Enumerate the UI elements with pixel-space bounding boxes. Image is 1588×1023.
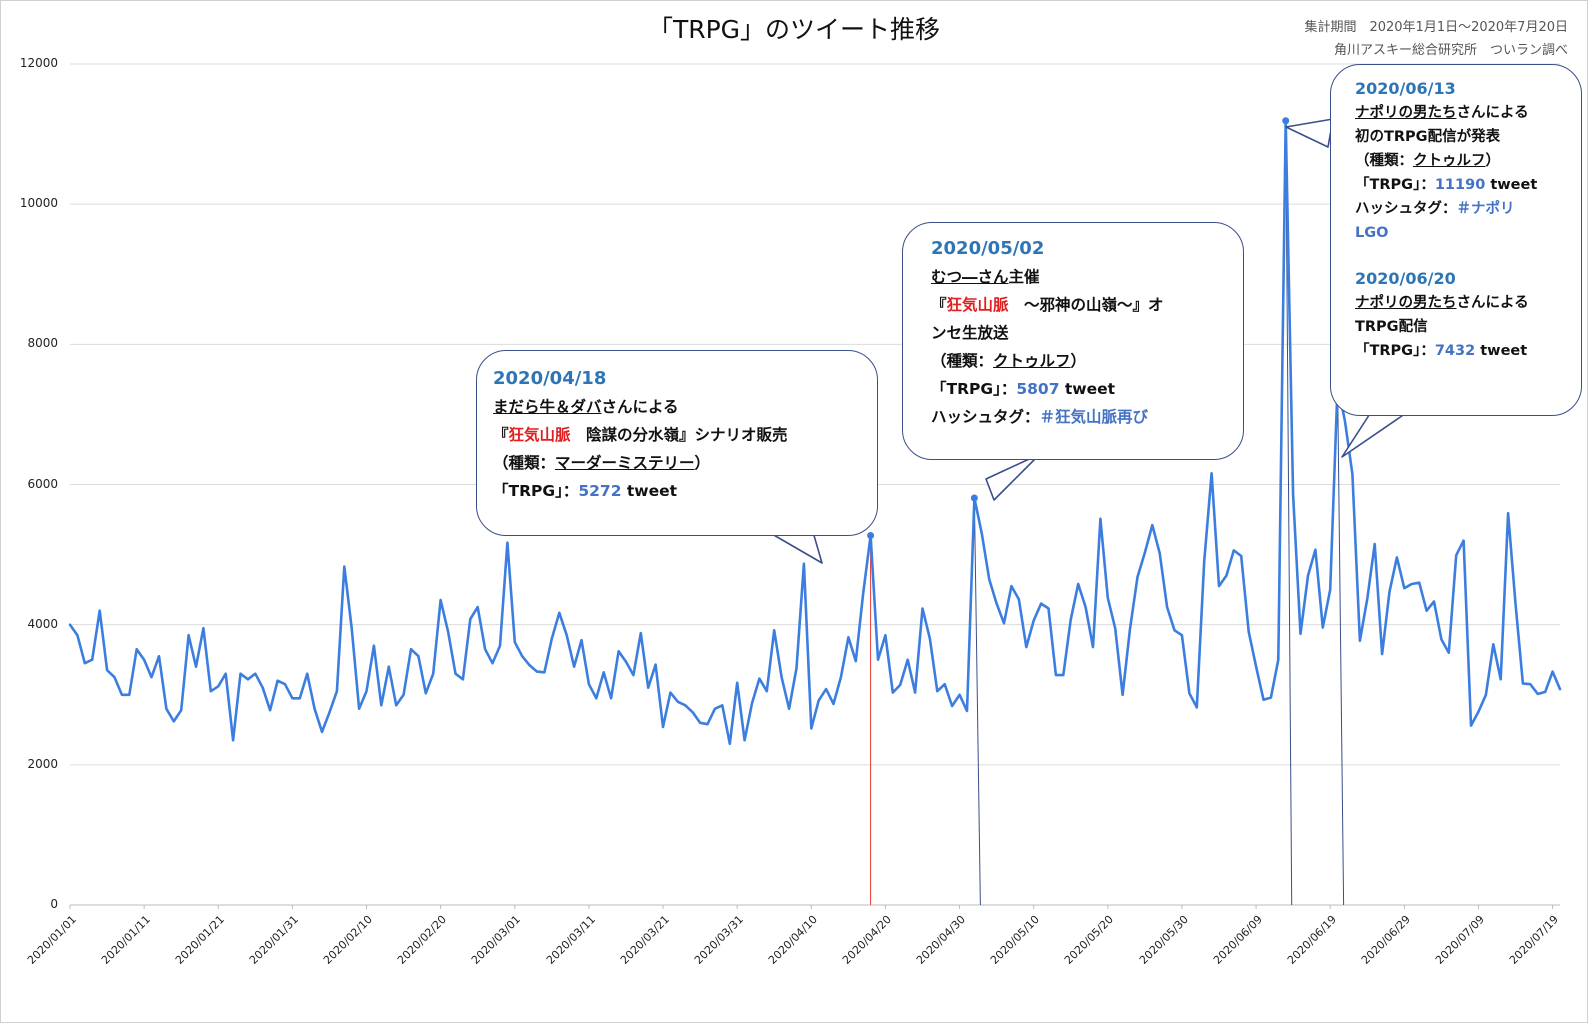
callout-text: 狂気山脈 (946, 296, 1009, 314)
callout-text: 陰謀の分水嶺』シナリオ販売 (570, 426, 788, 444)
callout-text: （種類： (1355, 153, 1413, 169)
y-tick-label: 0 (50, 897, 58, 911)
callout-text: （種類： (931, 352, 994, 370)
event-marker-line (973, 498, 981, 906)
callout-tail-apr18 (771, 531, 823, 564)
callout-text: ～邪神の山嶺～』オ (1008, 296, 1164, 314)
y-tick-label: 10000 (19, 196, 58, 211)
y-tick-label: 8000 (27, 336, 58, 351)
callout-date: 2020/06/13 (1355, 79, 1456, 98)
highlight-point (1282, 117, 1290, 125)
callout-tail-jun20 (1341, 408, 1413, 458)
y-tick-label: 12000 (19, 56, 58, 70)
callout-value: 5807 (1016, 380, 1060, 398)
callout-text: 「TRPG」： (1355, 343, 1435, 359)
callout-text: ） (1485, 153, 1501, 169)
callout-text: ハッシュタグ： (931, 408, 1040, 426)
series-line (68, 119, 1562, 746)
chart-title: 「TRPG」のツイート推移 (647, 15, 941, 44)
callout-text: 初のTRPG配信が発表 (1355, 129, 1501, 145)
callout-text: 『 (931, 296, 947, 314)
callout-text: tweet (1475, 343, 1528, 359)
callout-text: ハッシュタグ： (1355, 201, 1457, 217)
callout-text: TRPG配信 (1355, 319, 1428, 335)
callout-text: 主催 (1008, 268, 1040, 286)
callout-text: tweet (1059, 380, 1116, 398)
callout-value: 5272 (578, 482, 622, 500)
callout-text: まだら牛＆ダバ (493, 398, 602, 416)
callout-text: さんによる (601, 398, 679, 416)
callout-date: 2020/06/20 (1355, 269, 1456, 288)
callout-text: 「TRPG」： (493, 482, 579, 500)
callout-text: ナポリの男たち (1355, 105, 1457, 121)
callout-hashtag: ＃ナポリ (1456, 201, 1515, 217)
callout-text: 狂気山脈 (508, 426, 571, 444)
callout-date: 2020/05/02 (931, 238, 1045, 259)
y-tick-label: 2000 (27, 756, 58, 771)
callout-hashtag: LGO (1355, 225, 1389, 241)
callout-text: むつ―さん (931, 268, 1009, 286)
callout-value: 7432 (1434, 343, 1476, 359)
callout-tail-may02 (985, 453, 1041, 501)
callout-text: クトゥルフ (993, 352, 1071, 370)
aggregation-period: 集計期間 2020年1月1日～2020年7月20日 (1304, 20, 1568, 35)
callout-text: （種類： (493, 454, 556, 472)
callout-2020-04-18: 2020/04/18 まだら牛＆ダバさんによる 『狂気山脈 陰謀の分水嶺』シナリ… (476, 350, 878, 536)
callout-2020-06: 2020/06/13 ナポリの男たちさんによる 初のTRPG配信が発表 （種類：… (1330, 64, 1582, 416)
callout-text: さんによる (1456, 295, 1529, 311)
y-tick-label: 6000 (27, 476, 58, 491)
callout-text: 「TRPG」： (1355, 177, 1435, 193)
callout-text: tweet (1485, 177, 1538, 193)
event-markers (870, 120, 1345, 906)
event-marker-line (1285, 120, 1293, 906)
callout-text: クトゥルフ (1413, 153, 1486, 169)
callout-tail-jun13 (1285, 118, 1334, 148)
callout-text: ンセ生放送 (931, 324, 1009, 342)
highlight-point (867, 532, 875, 540)
callout-text: マーダーミステリー (555, 454, 695, 472)
callout-2020-05-02: 2020/05/02 むつ―さん主催 『狂気山脈 ～邪神の山嶺～』オ ンセ生放送… (902, 222, 1244, 460)
y-tick-label: 4000 (27, 616, 58, 631)
callout-text: tweet (621, 482, 678, 500)
callout-text: 「TRPG」： (931, 380, 1017, 398)
callout-text: ナポリの男たち (1355, 295, 1457, 311)
callout-text: ） (1070, 352, 1087, 370)
data-source: 角川アスキー総合研究所 ついラン調べ (1333, 43, 1568, 58)
callout-text: 『 (493, 426, 509, 444)
event-marker-line (1337, 384, 1345, 906)
callout-text: さんによる (1456, 105, 1529, 121)
callout-text: ） (694, 454, 711, 472)
callout-value: 11190 (1434, 177, 1486, 193)
highlight-point (970, 494, 978, 502)
callout-date: 2020/04/18 (493, 368, 607, 389)
callout-hashtag: ＃狂気山脈再び (1039, 408, 1149, 426)
